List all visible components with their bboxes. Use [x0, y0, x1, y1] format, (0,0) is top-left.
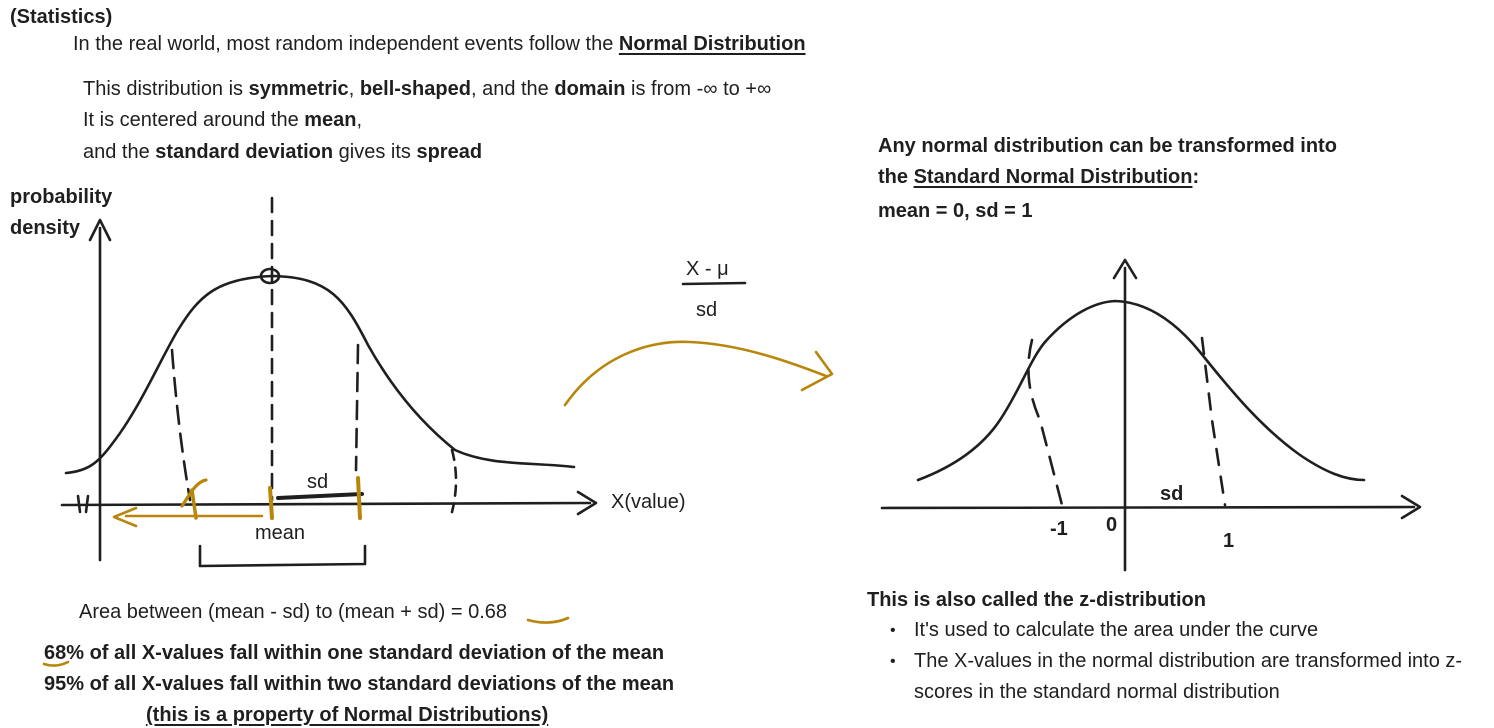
gold-mark-right — [356, 476, 362, 520]
tick-zero: 0 — [1106, 514, 1118, 536]
intro-line: In the real world, most random independe… — [73, 31, 806, 57]
right-heading-line1: Any normal distribution can be transform… — [878, 135, 1337, 157]
transform-denominator: sd — [696, 299, 718, 321]
right-right-sd-dashed — [1200, 336, 1227, 507]
right-heading-line3: mean = 0, sd = 1 — [878, 200, 1033, 222]
description-line-2: It is centered around the mean, — [83, 107, 362, 133]
right-bell-curve — [916, 299, 1366, 482]
left-tick-2 — [84, 494, 90, 514]
area-note: Area between (mean - sd) to (mean + sd) … — [79, 599, 507, 625]
left-tick-1 — [76, 494, 82, 514]
right-left-sd-dashed — [1027, 338, 1064, 507]
spread-left-arrow-head — [112, 506, 138, 528]
transform-arrow-head — [800, 350, 834, 392]
sd-brace — [198, 544, 367, 568]
left-y-axis-arrow — [88, 218, 112, 242]
desc2-a: It is centered around the — [83, 109, 305, 131]
left-sd-label: sd — [307, 471, 329, 493]
left-bell-curve — [64, 274, 576, 475]
heading2-b: : — [1192, 166, 1200, 188]
bullet-item: The X-values in the normal distribution … — [884, 646, 1492, 708]
right-y-axis-arrow — [1112, 258, 1138, 280]
right-x-axis-arrow — [1400, 494, 1422, 520]
description-line-1: This distribution is symmetric, bell-sha… — [83, 76, 771, 102]
right-sd-dashed — [354, 343, 360, 472]
left-x-axis — [60, 501, 592, 507]
x-axis-label: X(value) — [611, 491, 686, 513]
right-heading-line2: the Standard Normal Distribution: — [878, 164, 1199, 190]
desc3-spread: spread — [416, 141, 483, 163]
left-x-axis-arrow — [576, 490, 598, 516]
y-axis-label-line2: density — [10, 217, 81, 239]
desc2-mean: mean — [304, 109, 357, 131]
desc1-e: , and the — [470, 78, 555, 100]
fact-property: (this is a property of Normal Distributi… — [146, 704, 549, 726]
desc1-bell-shaped: bell-shaped — [359, 78, 471, 100]
gold-mark-mean — [268, 486, 274, 520]
desc1-domain: domain — [554, 78, 626, 100]
two-sd-dashed — [450, 448, 458, 514]
desc1-g: is from -∞ to +∞ — [625, 78, 772, 100]
sd-segment — [276, 492, 364, 500]
desc1-c: , — [348, 78, 360, 100]
right-sd-label: sd — [1160, 483, 1184, 505]
desc3-a: and the — [83, 141, 156, 163]
description-line-3: and the standard deviation gives its spr… — [83, 139, 482, 165]
intro-text: In the real world, most random independe… — [73, 33, 619, 55]
bullet-item: It's used to calculate the area under th… — [884, 615, 1492, 646]
fraction-bar — [681, 281, 747, 286]
fact-68: 68% of all X-values fall within one stan… — [44, 642, 665, 664]
desc1-symmetric: symmetric — [248, 78, 349, 100]
tick-minus-one: -1 — [1050, 518, 1068, 540]
area-note-value: 0.68 — [468, 601, 508, 623]
desc3-c: gives its — [333, 141, 417, 163]
z-distribution-bullets: It's used to calculate the area under th… — [884, 615, 1492, 708]
standard-normal-distribution-link: Standard Normal Distribution — [913, 166, 1193, 188]
desc2-c: , — [356, 109, 363, 131]
gold-mark-left-2 — [190, 488, 198, 520]
heading2-a: the — [878, 166, 914, 188]
tick-one: 1 — [1223, 530, 1235, 552]
transform-arrow — [563, 340, 828, 407]
mean-label: mean — [255, 522, 306, 544]
y-axis-label-line1: probability — [10, 186, 113, 208]
normal-distribution-link: Normal Distribution — [618, 33, 806, 55]
desc1-a: This distribution is — [83, 78, 249, 100]
category-label: (Statistics) — [10, 6, 113, 28]
gold-underline-value — [526, 616, 570, 624]
fact-95: 95% of all X-values fall within two stan… — [44, 673, 675, 695]
area-note-text: Area between (mean - sd) to (mean + sd) … — [79, 601, 469, 623]
desc3-standard-deviation: standard deviation — [155, 141, 334, 163]
gold-underline-68 — [42, 660, 70, 667]
left-sd-dashed — [170, 348, 192, 502]
transform-numerator: X - μ — [686, 258, 729, 280]
peak-marker — [259, 267, 281, 285]
z-distribution-heading: This is also called the z-distribution — [867, 589, 1206, 611]
right-x-axis — [880, 505, 1416, 510]
